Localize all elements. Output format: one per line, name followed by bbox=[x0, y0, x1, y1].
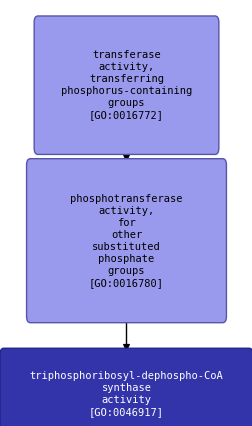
Text: phosphotransferase
activity,
for
other
substituted
phosphate
groups
[GO:0016780]: phosphotransferase activity, for other s… bbox=[70, 194, 182, 288]
FancyBboxPatch shape bbox=[0, 348, 252, 426]
Text: triphosphoribosyl-dephospho-CoA
synthase
activity
[GO:0046917]: triphosphoribosyl-dephospho-CoA synthase… bbox=[29, 371, 223, 417]
Text: transferase
activity,
transferring
phosphorus-containing
groups
[GO:0016772]: transferase activity, transferring phosp… bbox=[61, 50, 191, 120]
FancyBboxPatch shape bbox=[34, 16, 218, 154]
FancyBboxPatch shape bbox=[26, 158, 226, 323]
